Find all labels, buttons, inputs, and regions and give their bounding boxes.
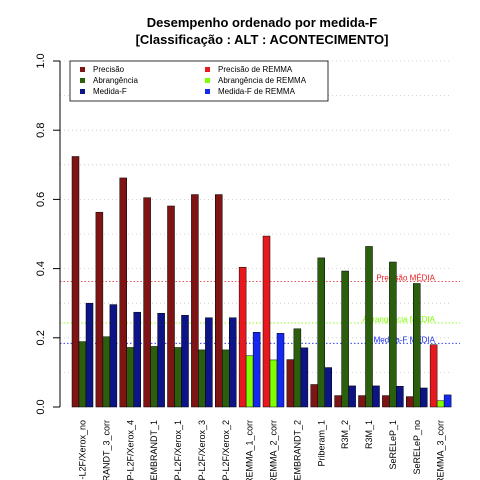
legend-label: Precisão	[93, 65, 125, 74]
x-axis: P-L2F/Xerox_no EMBRANDT_3_corr P-L2F/Xerox…	[78, 420, 446, 480]
bar	[150, 346, 158, 408]
bar	[205, 317, 213, 408]
bar	[372, 385, 380, 408]
reference-line-label: Medida-F MÉDIA	[374, 335, 436, 344]
legend-label: Precisão de REMMA	[218, 65, 293, 74]
x-tick-label: EMBRANDT_1	[149, 420, 159, 480]
bar	[95, 211, 104, 408]
bar	[317, 257, 325, 408]
bar	[71, 156, 80, 408]
x-tick-label: P-L2F/Xerox_1	[173, 420, 183, 480]
bar	[109, 304, 118, 408]
y-tick-label: 0.8	[35, 123, 47, 138]
x-tick-label: EMBRANDT_3_corr	[101, 420, 111, 480]
bar	[293, 328, 302, 408]
y-tick-label: 0.0	[35, 399, 47, 414]
x-tick-label: REMMA_3_corr	[436, 420, 446, 480]
bar	[396, 385, 404, 408]
bar	[133, 311, 141, 408]
bar	[229, 317, 237, 408]
bar	[429, 344, 438, 408]
bar	[334, 395, 342, 408]
bar	[348, 385, 356, 408]
legend-swatch	[80, 78, 85, 83]
bar	[222, 349, 230, 408]
x-tick-label: R3M_2	[340, 420, 350, 449]
x-tick-label: P-L2F/Xerox_2	[221, 420, 231, 480]
bar	[245, 355, 254, 408]
y-axis: 0.0 0.2 0.4 0.6 0.8 1.0	[35, 53, 61, 415]
bar	[238, 266, 247, 408]
bar	[269, 359, 278, 408]
bar	[262, 235, 271, 408]
bar	[324, 367, 332, 408]
bar	[174, 347, 182, 408]
y-tick-label: 0.6	[35, 192, 47, 207]
bar	[406, 396, 414, 408]
x-tick-label: R3M_1	[364, 420, 374, 449]
bar	[300, 347, 309, 408]
bar	[358, 395, 366, 408]
y-tick-label: 0.2	[35, 330, 47, 345]
legend-swatch	[80, 67, 85, 72]
bar	[382, 395, 390, 408]
bar	[215, 194, 223, 408]
bar	[198, 349, 206, 408]
bar	[389, 261, 397, 408]
x-tick-label: Priberam_1	[316, 420, 326, 467]
x-tick-label: P-L2F/Xerox_4	[125, 420, 135, 480]
legend-swatch	[205, 89, 210, 94]
bar	[341, 270, 349, 408]
x-tick-label: REMMA_2_corr	[269, 420, 279, 480]
x-tick-label: SeRELeP_1	[388, 420, 398, 470]
legend: Precisão Abrangência Medida-F Precisão de R…	[69, 60, 329, 102]
bar	[191, 194, 199, 408]
bar	[413, 283, 421, 408]
y-tick-label: 1.0	[35, 53, 47, 68]
legend-label: Medida-F	[93, 87, 127, 96]
y-tick-label: 0.4	[35, 261, 47, 276]
legend-swatch	[205, 78, 210, 83]
bar	[420, 387, 428, 408]
bar	[78, 341, 87, 408]
bar	[365, 246, 373, 408]
x-tick-label: EMBRANDT_2	[292, 420, 302, 480]
bar	[252, 332, 261, 408]
bar	[119, 177, 127, 408]
legend-swatch	[80, 89, 85, 94]
legend-box	[69, 60, 329, 102]
x-tick-label: SeRELeP_no	[412, 420, 422, 475]
legend-label: Medida-F de REMMA	[218, 87, 296, 96]
bar	[436, 400, 445, 408]
x-tick-label: P-L2F/Xerox_3	[197, 420, 207, 480]
bar	[85, 302, 94, 408]
reference-line-label: Precisão MÉDIA	[376, 273, 435, 282]
legend-swatch	[205, 67, 210, 72]
bar	[276, 333, 285, 408]
bar	[443, 394, 452, 408]
x-tick-label: P-L2F/Xerox_no	[78, 420, 88, 480]
bar	[310, 384, 318, 408]
bar	[102, 336, 111, 408]
chart-title-line1: Desempenho ordenado por medida-F	[147, 15, 377, 30]
bar	[126, 347, 134, 408]
bar	[157, 312, 165, 408]
bar	[181, 315, 189, 408]
bar	[286, 359, 295, 408]
legend-label: Abrangência	[93, 76, 138, 85]
bar-groups	[71, 156, 452, 408]
legend-label: Abrangência de REMMA	[218, 76, 307, 85]
reference-line-label: Abrangência MÉDIA	[363, 315, 436, 324]
chart-title-line2: [Classificação : ALT : ACONTECIMENTO]	[136, 32, 389, 47]
bar	[167, 205, 175, 408]
x-tick-label: REMMA_1_corr	[245, 420, 255, 480]
bar	[143, 197, 151, 408]
